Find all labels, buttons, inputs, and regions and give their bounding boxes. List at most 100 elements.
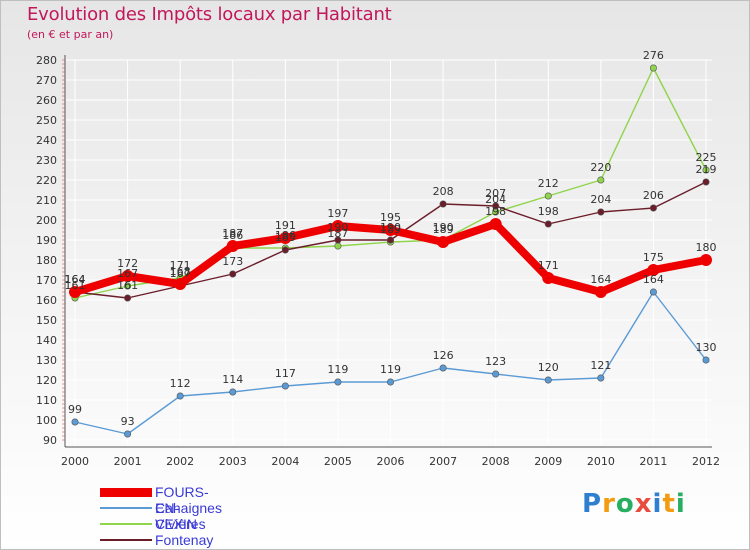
data-point-fours-en-vexin-2012 xyxy=(700,254,712,266)
proxiti-logo: Proxiti xyxy=(582,489,686,519)
data-label-fours-en-vexin-2005: 197 xyxy=(327,207,348,220)
data-point-cahaignes-2005 xyxy=(334,378,342,386)
data-label-civi-res-2000: 161 xyxy=(65,279,86,292)
y-tick-label-90: 90 xyxy=(43,434,57,447)
data-label-cahaignes-2007: 126 xyxy=(433,349,454,362)
data-point-fontenay-2005 xyxy=(334,236,342,244)
data-point-fontenay-2008 xyxy=(492,202,500,210)
data-label-civi-res-2010: 220 xyxy=(590,161,611,174)
data-label-fours-en-vexin-2010: 164 xyxy=(590,273,611,286)
data-point-fontenay-2001 xyxy=(124,294,132,302)
data-point-cahaignes-2004 xyxy=(281,382,289,390)
data-label-fontenay-2010: 204 xyxy=(590,193,611,206)
legend-swatch-fours xyxy=(100,488,152,497)
data-point-fontenay-2006 xyxy=(386,236,394,244)
data-point-fours-en-vexin-2009 xyxy=(542,272,555,284)
data-label-cahaignes-2002: 112 xyxy=(170,377,191,390)
data-point-fours-en-vexin-2008 xyxy=(489,218,502,230)
data-point-cahaignes-2003 xyxy=(229,388,237,396)
data-point-civi-res-2011 xyxy=(649,64,657,72)
data-label-cahaignes-2011: 164 xyxy=(643,273,664,286)
data-point-cahaignes-2011 xyxy=(649,288,657,296)
x-tick-label-2010: 2010 xyxy=(587,455,615,468)
data-label-fontenay-2009: 198 xyxy=(538,205,559,218)
x-tick-label-2012: 2012 xyxy=(692,455,720,468)
data-label-fours-en-vexin-2011: 175 xyxy=(643,251,664,264)
data-label-cahaignes-2006: 119 xyxy=(380,363,401,376)
data-label-civi-res-2007: 190 xyxy=(433,221,454,234)
data-point-cahaignes-2012 xyxy=(702,356,710,364)
data-point-cahaignes-2009 xyxy=(544,376,552,384)
data-point-cahaignes-2002 xyxy=(176,392,184,400)
data-label-civi-res-2002: 171 xyxy=(170,259,191,272)
x-tick-label-2005: 2005 xyxy=(324,455,352,468)
data-point-fours-en-vexin-2007 xyxy=(437,236,450,248)
legend-swatch-fontenay xyxy=(100,539,152,541)
data-point-cahaignes-2001 xyxy=(124,430,132,438)
data-point-fontenay-2011 xyxy=(649,204,657,212)
y-tick-label-160: 160 xyxy=(36,294,57,307)
data-point-fontenay-2003 xyxy=(229,270,237,278)
data-label-fours-en-vexin-2004: 191 xyxy=(275,219,296,232)
data-point-fours-en-vexin-2004 xyxy=(279,232,292,244)
data-label-cahaignes-2010: 121 xyxy=(590,359,611,372)
logo-letter: i xyxy=(652,489,663,519)
data-point-fontenay-2009 xyxy=(544,220,552,228)
data-point-fours-en-vexin-2011 xyxy=(647,264,660,276)
data-point-fours-en-vexin-2000 xyxy=(69,286,81,298)
logo-letter: o xyxy=(615,489,635,519)
data-point-fours-en-vexin-2002 xyxy=(174,278,187,290)
x-tick-label-2000: 2000 xyxy=(61,455,89,468)
y-tick-label-100: 100 xyxy=(36,414,57,427)
data-point-civi-res-2001 xyxy=(124,282,132,290)
x-tick-label-2008: 2008 xyxy=(482,455,510,468)
data-point-civi-res-2005 xyxy=(334,242,342,250)
y-tick-label-110: 110 xyxy=(36,394,57,407)
data-label-fours-en-vexin-2003: 187 xyxy=(222,227,243,240)
data-point-civi-res-2009 xyxy=(544,192,552,200)
chart-subtitle: (en € et par an) xyxy=(27,28,114,41)
logo-letter: x xyxy=(634,489,653,519)
data-point-civi-res-2012 xyxy=(702,166,710,174)
data-label-civi-res-2011: 276 xyxy=(643,49,664,62)
data-label-civi-res-2006: 189 xyxy=(380,223,401,236)
y-tick-label-170: 170 xyxy=(36,274,57,287)
data-point-fours-en-vexin-2005 xyxy=(331,220,344,232)
y-tick-label-240: 240 xyxy=(36,134,57,147)
data-label-fours-en-vexin-2001: 172 xyxy=(117,257,138,270)
logo-letter: P xyxy=(582,489,603,519)
x-tick-label-2009: 2009 xyxy=(534,455,562,468)
data-label-civi-res-2012: 225 xyxy=(696,151,717,164)
x-tick-label-2007: 2007 xyxy=(429,455,457,468)
data-label-fontenay-2000: 164 xyxy=(65,273,86,286)
data-point-civi-res-2010 xyxy=(597,176,605,184)
y-tick-label-200: 200 xyxy=(36,214,57,227)
data-label-civi-res-2009: 212 xyxy=(538,177,559,190)
data-label-fontenay-2008: 207 xyxy=(485,187,506,200)
y-tick-label-150: 150 xyxy=(36,314,57,327)
logo-letter: r xyxy=(602,489,616,519)
y-tick-label-220: 220 xyxy=(36,174,57,187)
data-point-fontenay-2004 xyxy=(281,246,289,254)
legend-label-civieres: Civières xyxy=(155,516,206,532)
y-tick-label-280: 280 xyxy=(36,54,57,67)
data-label-fours-en-vexin-2008: 198 xyxy=(485,205,506,218)
data-point-fontenay-2010 xyxy=(597,208,605,216)
data-point-cahaignes-2008 xyxy=(492,370,500,378)
data-label-cahaignes-2009: 120 xyxy=(538,361,559,374)
chart-title: Evolution des Impôts locaux par Habitant xyxy=(27,4,392,25)
data-label-cahaignes-2001: 93 xyxy=(121,415,135,428)
legend-label-fontenay: Fontenay xyxy=(155,532,214,548)
data-label-fours-en-vexin-2006: 195 xyxy=(380,211,401,224)
data-label-cahaignes-2012: 130 xyxy=(696,341,717,354)
data-point-fours-en-vexin-2010 xyxy=(594,286,607,298)
logo-letter: i xyxy=(675,489,686,519)
data-label-cahaignes-2005: 119 xyxy=(327,363,348,376)
y-tick-label-250: 250 xyxy=(36,114,57,127)
data-label-fours-en-vexin-2012: 180 xyxy=(696,241,717,254)
data-label-civi-res-2004: 186 xyxy=(275,229,296,242)
y-tick-label-120: 120 xyxy=(36,374,57,387)
legend-label-fours: FOURS-EN-VEXIN xyxy=(155,484,209,532)
y-tick-label-260: 260 xyxy=(36,94,57,107)
